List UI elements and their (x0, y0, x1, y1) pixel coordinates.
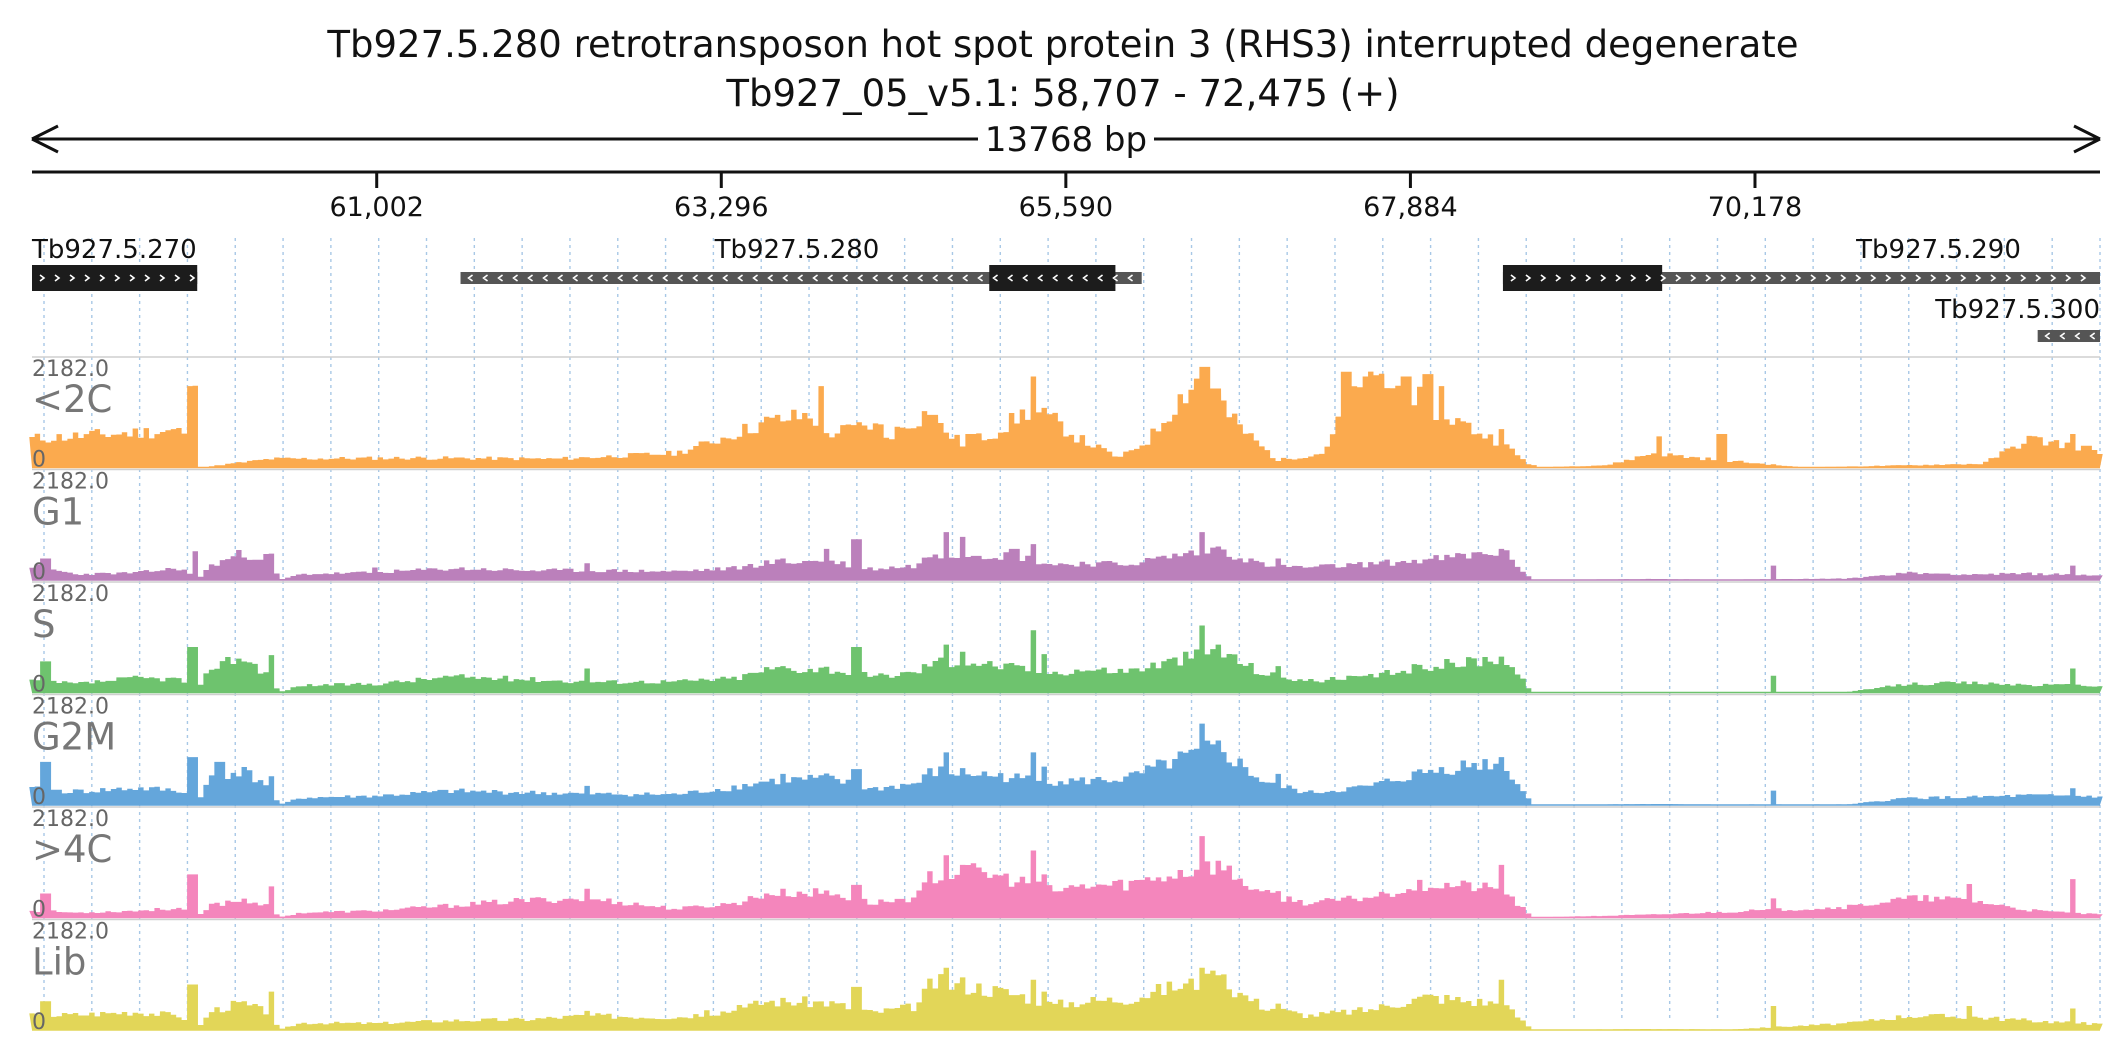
coverage-area (29, 366, 2103, 468)
track-ymin-label: 0 (32, 560, 46, 585)
strand-chevrons (467, 274, 1134, 282)
track-ymin-label: 0 (32, 898, 46, 923)
coverage-area (29, 967, 2103, 1030)
tick-label: 67,884 (1363, 192, 1457, 223)
gene-Tb927-5-280[interactable]: Tb927.5.280 (460, 235, 1142, 291)
span-arrow: 13768 bp (31, 118, 2101, 160)
gene-body (2037, 330, 2100, 342)
span-arrow-right (2073, 124, 2101, 154)
strand-chevrons (2044, 332, 2096, 340)
track-name: >4C (32, 828, 112, 871)
gene-exon (32, 265, 198, 291)
gene-label: Tb927.5.290 (1855, 235, 2021, 265)
coverage-area (29, 723, 2103, 805)
tick-label: 61,002 (329, 192, 423, 223)
coverage-area (29, 532, 2103, 580)
tick-label: 65,590 (1019, 192, 1113, 223)
gene-label: Tb927.5.270 (31, 235, 197, 265)
track-name: G1 (32, 491, 84, 534)
track-ymax-label: 2182.0 (32, 470, 109, 495)
tick-label: 70,178 (1708, 192, 1802, 223)
span-arrow-left (31, 124, 59, 154)
track-name: Lib (32, 941, 86, 984)
gene-exon (1502, 265, 1663, 291)
track-1: 2182.0G1 0 (29, 468, 2103, 585)
gene-label: Tb927.5.300 (1934, 295, 2100, 325)
coverage-area (29, 625, 2103, 693)
track-ymax-label: 2182.0 (32, 582, 109, 607)
coverage-tracks: 2182.0<2C02182.0G102182.0S02182.0G2M0218… (29, 356, 2103, 1035)
strand-chevrons (39, 274, 196, 282)
gene-Tb927-5-270[interactable]: Tb927.5.270 (31, 235, 198, 291)
track-ymax-label: 2182.0 (32, 807, 109, 832)
track-name: <2C (32, 378, 112, 421)
track-ymin-label: 0 (32, 673, 46, 698)
chart-title: Tb927.5.280 retrotransposon hot spot pro… (326, 23, 1798, 66)
track-ymax-label: 2182.0 (32, 695, 109, 720)
coverage-area (29, 836, 2103, 918)
tick-label: 63,296 (674, 192, 768, 223)
strand-chevrons (1510, 274, 2087, 282)
track-4: 2182.0>4C 0 (29, 806, 2103, 923)
coordinate-ticks: 61,002 63,296 65,590 67,884 70,178 (329, 172, 1802, 223)
gene-Tb927-5-300[interactable]: Tb927.5.300 (1934, 295, 2100, 342)
track-ymin-label: 0 (32, 448, 46, 473)
span-label: 13768 bp (985, 120, 1147, 160)
track-ymax-label: 2182.0 (32, 920, 109, 945)
track-0: 2182.0<2C 0 (29, 356, 2103, 473)
chart-subtitle: Tb927_05_v5.1: 58,707 - 72,475 (+) (725, 72, 1399, 115)
track-ymin-label: 0 (32, 785, 46, 810)
track-name: S (32, 603, 56, 646)
span-label-bg (978, 118, 1154, 160)
track-ymin-label: 0 (32, 1010, 46, 1035)
gene-label: Tb927.5.280 (714, 235, 880, 265)
track-name: G2M (32, 716, 116, 759)
gene-track: Tb927.5.270 Tb927.5.280 Tb927.5.290 Tb927.5… (31, 235, 2100, 342)
gene-body (460, 272, 1142, 284)
track-ymax-label: 2182.0 (32, 357, 109, 382)
gene-Tb927-5-290[interactable]: Tb927.5.290 (1502, 235, 2100, 291)
track-2: 2182.0S 0 (29, 581, 2103, 698)
